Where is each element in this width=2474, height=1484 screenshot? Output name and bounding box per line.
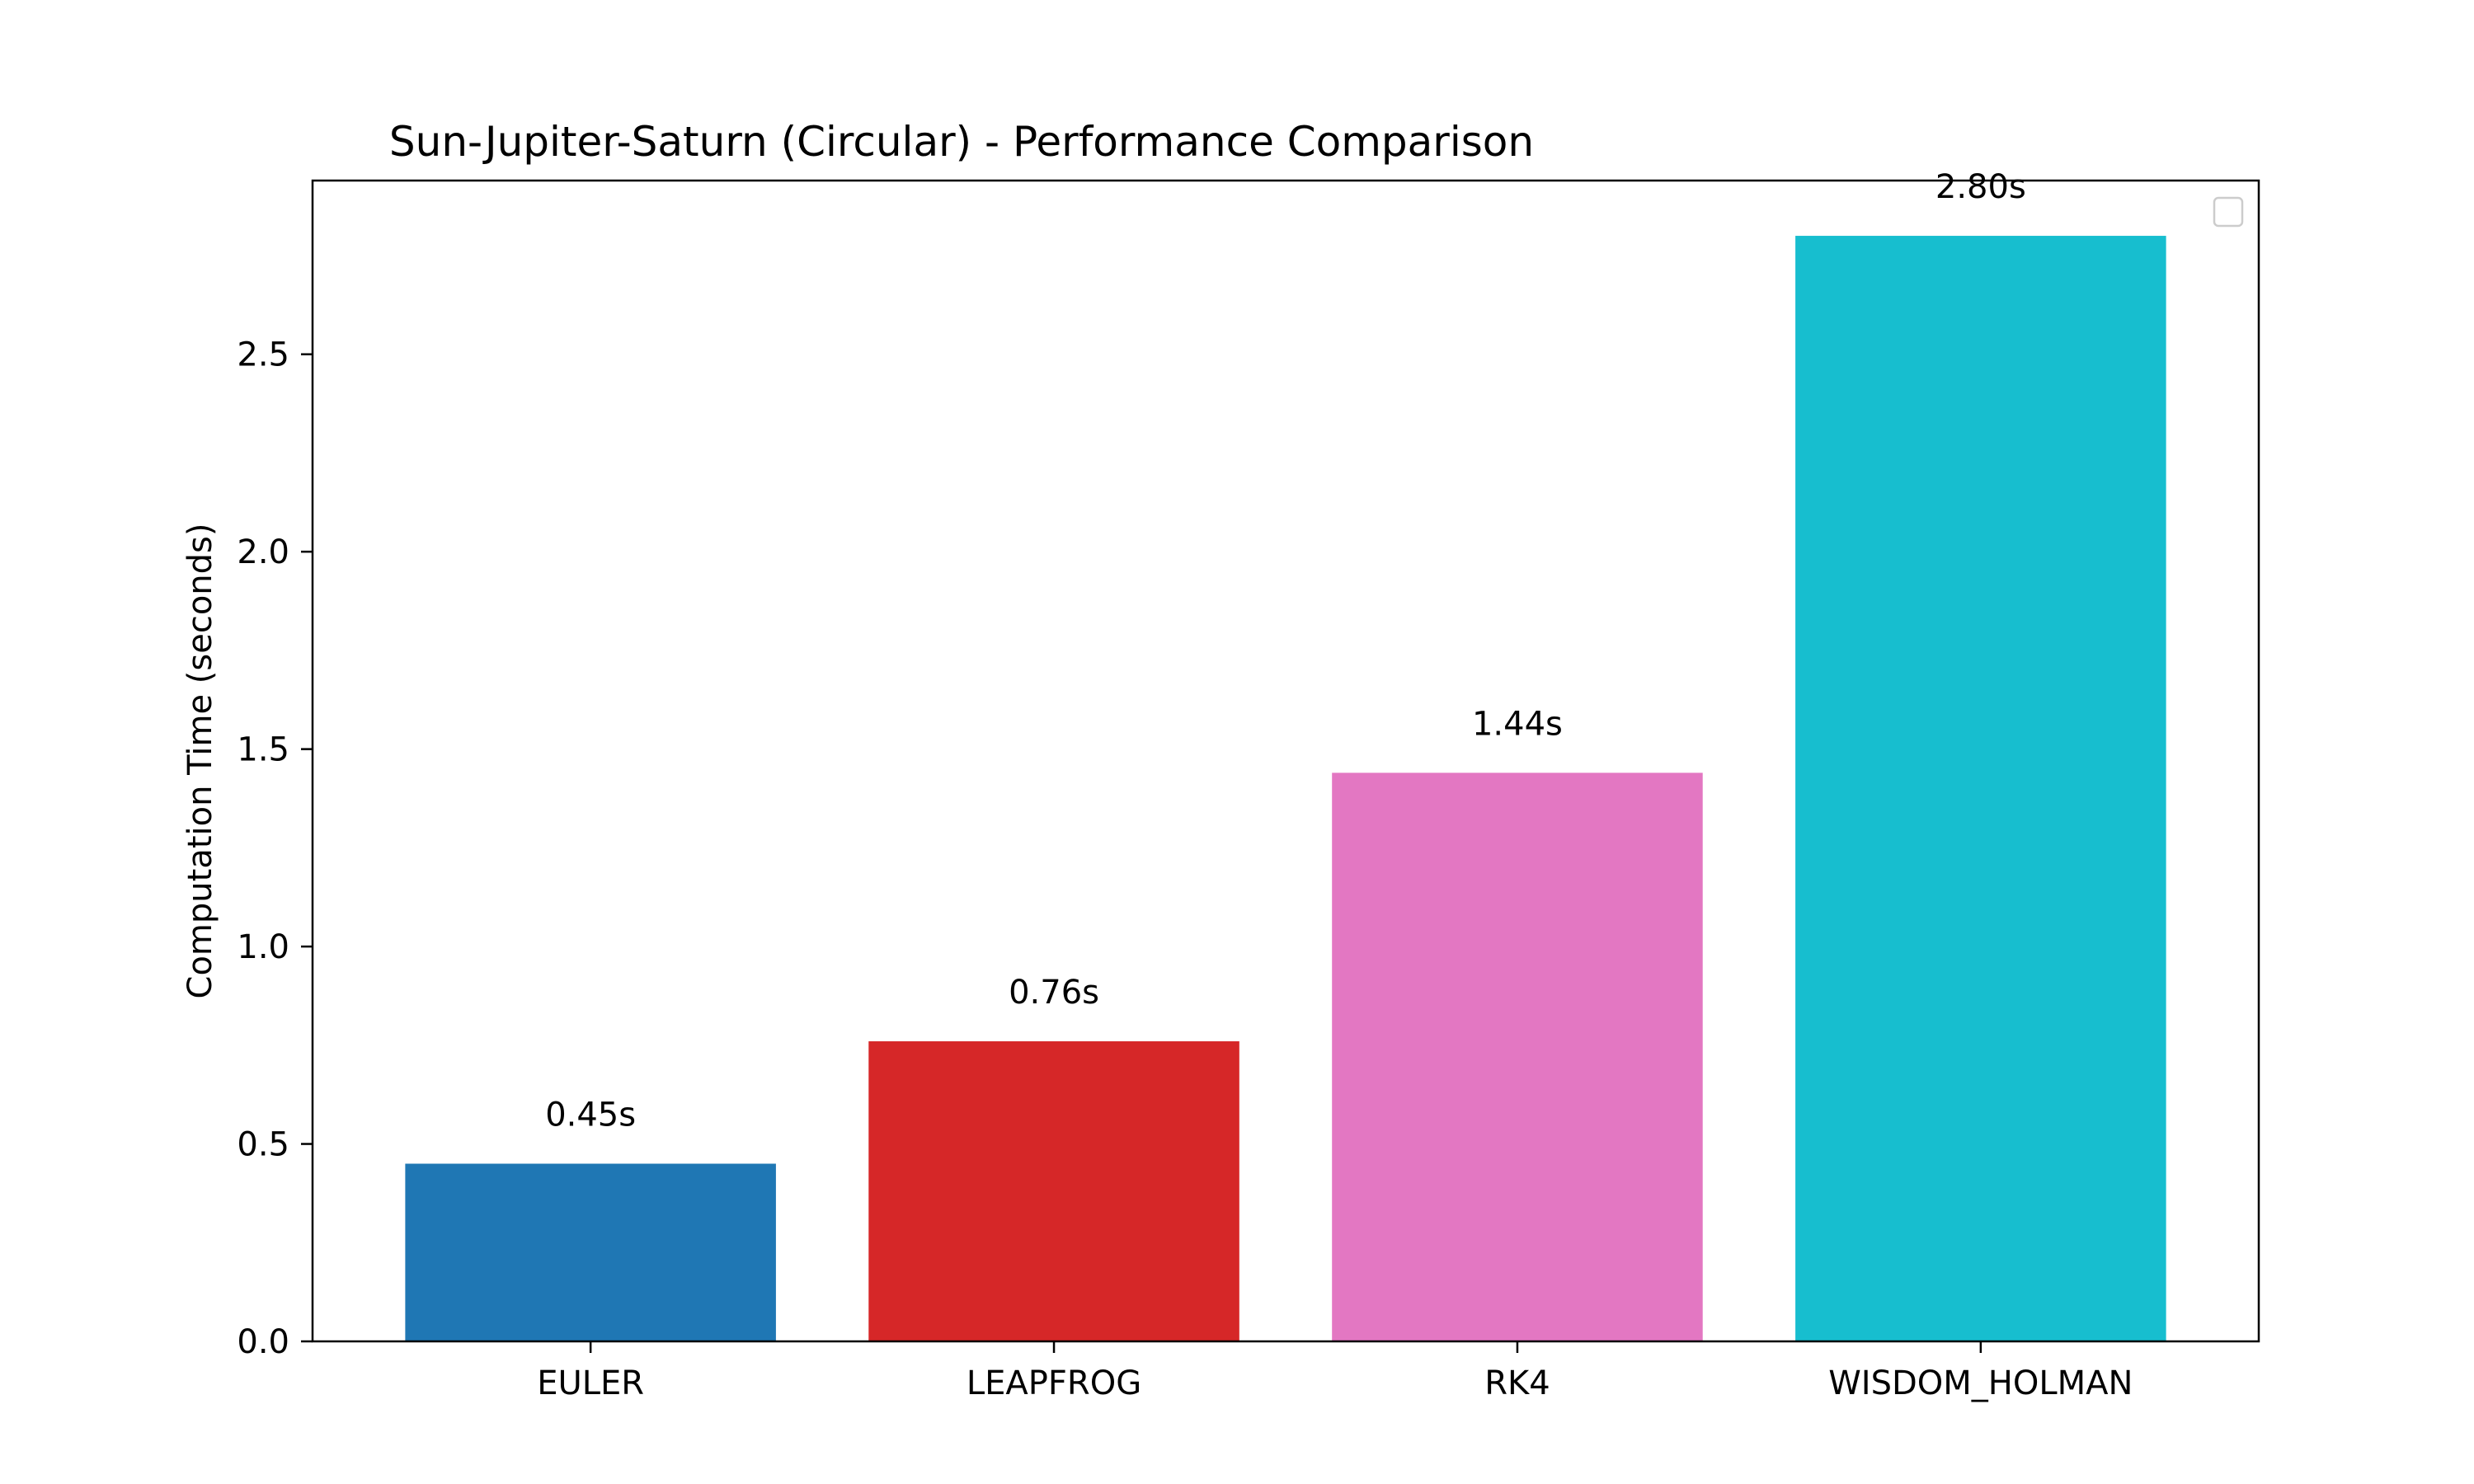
y-tick-label: 0.0 — [237, 1323, 289, 1361]
y-axis-label: Computation Time (seconds) — [181, 524, 219, 999]
bar-euler — [405, 1163, 776, 1341]
bar-value-label: 0.76s — [1009, 974, 1099, 1012]
chart-title: Sun-Jupiter-Saturn (Circular) - Performa… — [389, 118, 1534, 166]
bar-value-label: 0.45s — [545, 1096, 636, 1134]
legend-box — [2213, 196, 2244, 228]
x-tick-label: RK4 — [1484, 1364, 1550, 1402]
y-tick-label: 1.0 — [237, 928, 289, 966]
bars — [405, 236, 2166, 1341]
x-tick-label: WISDOM_HOLMAN — [1828, 1364, 2133, 1402]
bar-rk4 — [1332, 773, 1703, 1341]
plot-area-frame — [311, 179, 2260, 1343]
y-axis: 0.0 0.5 1.0 1.5 2.0 2.5 — [237, 336, 313, 1361]
bar-wisdom-holman — [1795, 236, 2166, 1341]
y-tick-label: 2.5 — [237, 336, 289, 374]
bar-leapfrog — [868, 1041, 1239, 1341]
x-axis: EULER LEAPFROG RK4 WISDOM_HOLMAN — [537, 1341, 2133, 1402]
bar-value-label: 2.80s — [1935, 168, 2026, 206]
y-tick-label: 1.5 — [237, 731, 289, 769]
bar-value-label: 1.44s — [1472, 705, 1563, 743]
value-labels: 0.45s 0.76s 1.44s 2.80s — [545, 168, 2026, 1134]
y-tick-label: 2.0 — [237, 533, 289, 571]
y-tick-label: 0.5 — [237, 1126, 289, 1164]
x-tick-label: LEAPFROG — [967, 1364, 1141, 1402]
x-tick-label: EULER — [537, 1364, 644, 1402]
